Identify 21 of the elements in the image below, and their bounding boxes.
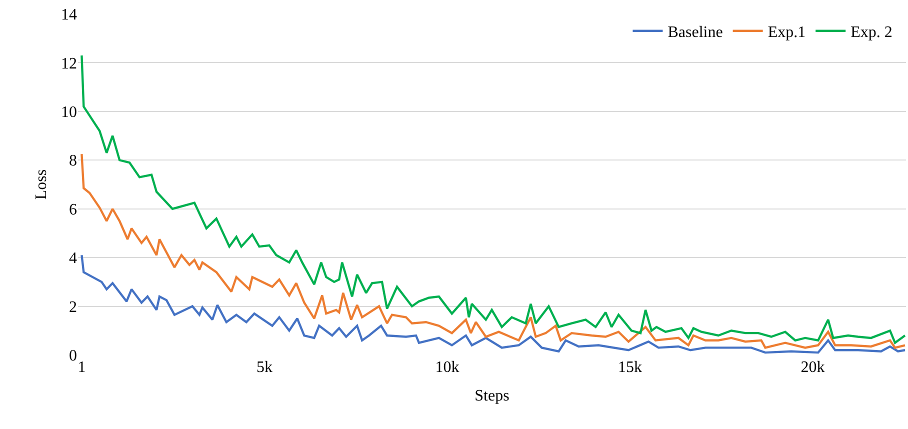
x-tick-label: 20k [800,359,825,376]
y-tick-label: 4 [69,250,77,268]
x-tick-label: 1 [78,359,86,376]
legend-label: Exp.1 [768,24,806,42]
x-tick-label: 5k [256,359,272,376]
y-tick-label: 8 [69,152,77,170]
x-tick-label: 15k [618,359,642,376]
y-tick-label: 6 [69,201,77,218]
y-tick-label: 0 [69,348,77,365]
y-axis-title: Loss [32,169,50,200]
line-series [80,254,906,354]
y-tick-label: 12 [61,55,77,72]
y-tick-label: 2 [69,298,77,316]
x-axis-title: Steps [474,388,510,405]
line-series [80,152,906,349]
x-tick-label: 10k [435,359,460,376]
legend-label: Exp. 2 [850,24,892,42]
y-tick-label: 14 [61,6,77,24]
line-series [80,54,906,344]
legend-label: Baseline [668,24,723,42]
y-tick-label: 10 [61,104,77,122]
